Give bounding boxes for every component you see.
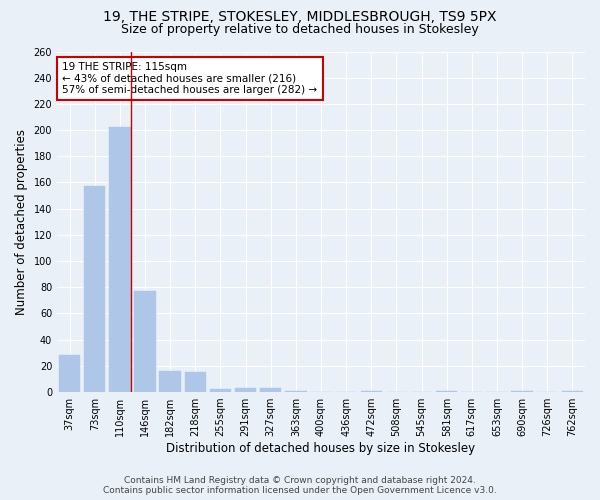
X-axis label: Distribution of detached houses by size in Stokesley: Distribution of detached houses by size … (166, 442, 476, 455)
Text: Size of property relative to detached houses in Stokesley: Size of property relative to detached ho… (121, 22, 479, 36)
Bar (511, 391, 533, 392)
Bar (235, 388, 256, 392)
Bar (134, 291, 156, 392)
Y-axis label: Number of detached properties: Number of detached properties (15, 129, 28, 315)
Bar (260, 388, 281, 392)
Bar (210, 390, 231, 392)
Text: 19, THE STRIPE, STOKESLEY, MIDDLESBROUGH, TS9 5PX: 19, THE STRIPE, STOKESLEY, MIDDLESBROUGH… (103, 10, 497, 24)
Bar (185, 372, 206, 392)
Bar (109, 128, 131, 392)
Bar (285, 391, 307, 392)
Bar (160, 371, 181, 392)
Text: Contains HM Land Registry data © Crown copyright and database right 2024.
Contai: Contains HM Land Registry data © Crown c… (103, 476, 497, 495)
Bar (562, 391, 583, 392)
Bar (59, 356, 80, 392)
Text: 19 THE STRIPE: 115sqm
← 43% of detached houses are smaller (216)
57% of semi-det: 19 THE STRIPE: 115sqm ← 43% of detached … (62, 62, 317, 95)
Bar (361, 391, 382, 392)
Bar (84, 186, 106, 392)
Bar (436, 391, 457, 392)
